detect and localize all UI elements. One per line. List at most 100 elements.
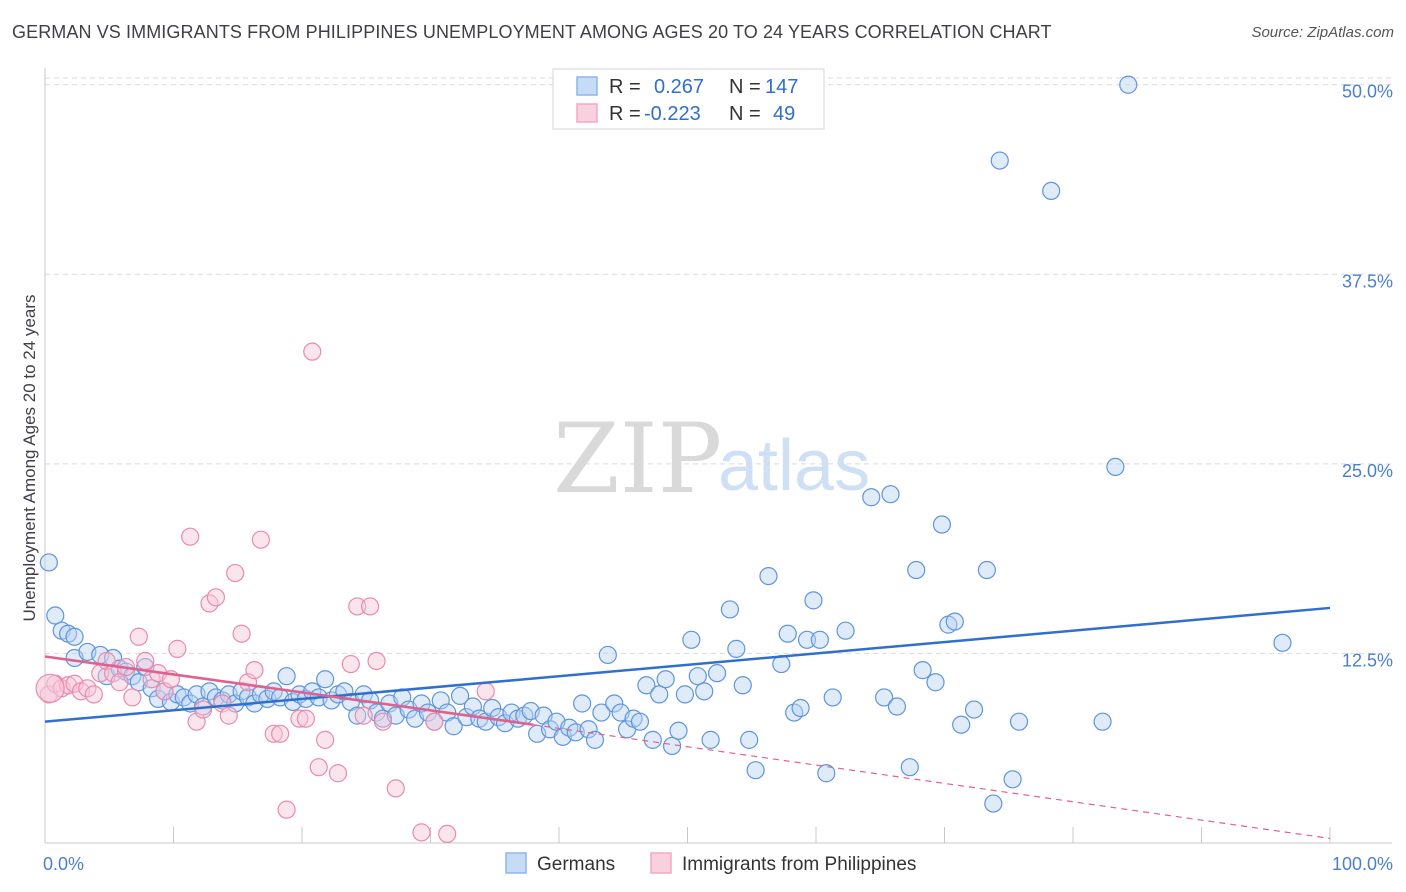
data-point (804, 591, 823, 610)
data-point (778, 624, 797, 643)
data-point (875, 688, 894, 707)
data-point (605, 694, 624, 713)
trend-line-philippines (44, 655, 534, 726)
data-point (316, 730, 335, 749)
trend-lines (44, 606, 1331, 840)
data-point (573, 694, 592, 713)
data-point (348, 597, 367, 616)
trend-line-philippines-extension (533, 724, 1331, 840)
legend-n-value-2: 49 (773, 103, 795, 125)
data-point (1003, 770, 1022, 789)
gridlines (45, 77, 1392, 654)
data-point (746, 761, 765, 780)
series-philippines (35, 342, 495, 844)
data-point (219, 706, 238, 725)
data-point (1093, 712, 1112, 731)
data-point (251, 530, 270, 549)
data-point (271, 724, 290, 743)
data-point (945, 612, 964, 631)
data-point (964, 700, 984, 719)
data-point (1042, 181, 1061, 201)
data-point (740, 730, 759, 749)
watermark-zip: ZIP (553, 403, 722, 515)
bottom-legend-swatch-philippines (650, 852, 672, 874)
data-point (168, 639, 187, 658)
data-point (84, 685, 103, 704)
data-point (656, 670, 675, 689)
data-point (592, 703, 611, 722)
watermark-atlas: atlas (718, 426, 870, 506)
data-point (977, 560, 997, 580)
data-point (810, 630, 829, 649)
data-point (232, 624, 251, 643)
data-point (316, 670, 335, 689)
data-point (707, 664, 727, 683)
data-point (675, 685, 695, 704)
data-point (277, 667, 296, 686)
data-point (309, 758, 328, 777)
bottom-legend-philippines: Immigrants from Philippines (682, 854, 916, 875)
data-point (907, 560, 926, 580)
data-point (386, 779, 405, 798)
data-point (817, 764, 836, 783)
data-point (1273, 633, 1292, 652)
data-point (932, 515, 952, 534)
y-tick-label: 25.0% (1342, 461, 1393, 481)
data-point (296, 709, 315, 728)
data-point (701, 730, 720, 749)
data-point (797, 630, 817, 649)
bottom-legend-swatch-germans (505, 852, 527, 874)
legend-n-label-2: N = (729, 103, 761, 125)
data-point (328, 764, 348, 783)
data-point (823, 688, 842, 707)
y-axis-label: Unemployment Among Ages 20 to 24 years (20, 295, 39, 622)
data-point (887, 697, 907, 716)
source-credit: Source: ZipAtlas.com (1251, 24, 1394, 41)
data-point (637, 676, 656, 695)
bottom-legend: Germans Immigrants from Philippines (505, 852, 916, 875)
data-point (438, 824, 457, 844)
legend-r-label-2: R = (609, 103, 641, 125)
data-point (598, 645, 617, 665)
data-point (354, 706, 373, 725)
data-point (727, 639, 746, 658)
data-point (682, 630, 701, 649)
data-point (373, 712, 393, 731)
data-point (650, 685, 669, 704)
data-point (952, 715, 971, 734)
data-point (46, 606, 65, 625)
legend-r-value-1: 0.267 (654, 76, 704, 98)
data-point (926, 673, 945, 692)
series-germans (39, 75, 1292, 813)
data-point (1009, 712, 1029, 731)
data-point (39, 553, 58, 572)
data-point (226, 563, 245, 583)
data-point (984, 794, 1003, 813)
legend-box (552, 68, 825, 130)
data-point (290, 709, 309, 728)
data-point (1106, 457, 1125, 477)
data-point (476, 682, 495, 701)
data-point (643, 730, 662, 749)
data-point (759, 566, 778, 586)
x-tick-label-max: 100.0% (1332, 854, 1393, 874)
legend-r-label-1: R = (609, 76, 641, 98)
data-point (585, 730, 605, 749)
data-point (245, 661, 264, 680)
data-point (990, 151, 1009, 170)
data-point (136, 651, 155, 671)
data-point (129, 627, 148, 646)
data-point (110, 673, 129, 692)
data-point (348, 706, 367, 725)
data-point (450, 686, 470, 705)
data-point (181, 527, 200, 546)
x-tick-label-min: 0.0% (43, 854, 84, 874)
y-tick-label: 12.5% (1342, 650, 1393, 670)
data-point (483, 698, 502, 718)
data-point (913, 661, 932, 680)
data-point (206, 588, 226, 607)
legend-n-label-1: N = (729, 76, 761, 98)
legend-swatch-pink (576, 103, 598, 123)
y-tick-label: 37.5% (1342, 271, 1393, 291)
